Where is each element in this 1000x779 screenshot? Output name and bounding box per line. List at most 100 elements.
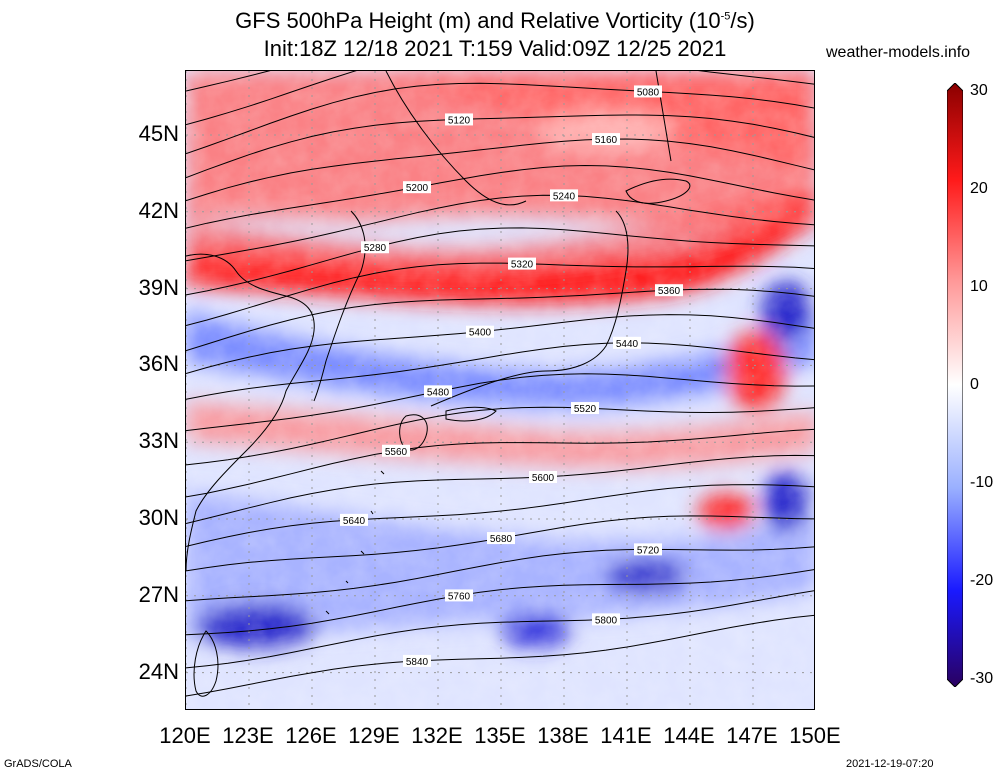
contour-label-background <box>361 241 389 254</box>
contour-label: 5320 <box>508 257 536 271</box>
colorbar-tick-label: 30 <box>970 82 988 99</box>
contour-label-text: 5360 <box>658 286 681 297</box>
latitude-tick-label: 27N <box>138 581 179 607</box>
contour-label: 5600 <box>529 470 557 484</box>
contour-label: 5640 <box>340 513 368 527</box>
chart-subtitle: Init:18Z 12/18 2021 T:159 Valid:09Z 12/2… <box>263 36 727 61</box>
height-contour-line <box>186 590 814 669</box>
contour-label-text: 5120 <box>448 115 471 126</box>
title-exponent: -5 <box>720 10 731 23</box>
contour-label-text: 5840 <box>406 657 429 668</box>
vorticity-texture <box>186 71 814 709</box>
longitude-tick-label: 150E <box>789 723 841 748</box>
height-contour-line <box>186 569 814 636</box>
contour-label-text: 5440 <box>616 339 639 350</box>
contour-label-background <box>592 133 620 146</box>
latitude-tick-label: 42N <box>138 197 179 223</box>
contour-label-background <box>592 613 620 626</box>
contour-label-text: 5080 <box>637 87 660 98</box>
colorbar-tick-label: -30 <box>970 670 994 687</box>
taiwan-coast <box>193 630 219 697</box>
longitude-tick-label: 144E <box>663 723 715 748</box>
contour-label-text: 5520 <box>574 404 597 415</box>
contour-label-text: 5280 <box>364 243 387 254</box>
latitude-tick-label: 33N <box>138 428 179 454</box>
contour-labels: 5080 5120 5160 5200 5240 5280 5320 5360 5400 5440… <box>340 85 683 668</box>
height-contour-line <box>186 114 814 179</box>
sakhalin-coast <box>655 71 672 162</box>
contour-label-background <box>382 444 410 457</box>
contour-label-text: 5560 <box>385 447 408 458</box>
contour-label-text: 5200 <box>406 183 429 194</box>
height-contour-line <box>186 406 814 466</box>
colorbar-gradient <box>947 83 963 687</box>
longitude-tick-label: 141E <box>600 723 652 748</box>
contour-label: 5160 <box>592 133 620 146</box>
korea-coast <box>313 210 366 402</box>
footer-timestamp: 2021-12-19-07:20 <box>846 758 934 770</box>
height-contour-line <box>186 227 814 296</box>
longitude-tick-label: 135E <box>474 723 526 748</box>
contour-label-background <box>634 85 662 98</box>
latitude-tick-label: 30N <box>138 505 179 530</box>
source-label: weather-models.info <box>826 44 971 61</box>
height-contour-line <box>186 546 814 602</box>
longitude-tick-label: 147E <box>726 723 778 748</box>
contour-label-background <box>508 257 536 270</box>
contour-label: 5760 <box>445 589 473 602</box>
longitude-tick-label: 129E <box>348 723 400 748</box>
contour-label-background <box>487 532 515 545</box>
height-contour-line <box>186 373 814 432</box>
height-contour-line <box>186 428 814 498</box>
contour-label-text: 5400 <box>469 328 492 339</box>
chart-title: GFS 500hPa Height (m) and Relative Vorti… <box>235 8 755 33</box>
latitude-tick-label: 36N <box>138 351 179 377</box>
contour-label: 5680 <box>487 532 515 545</box>
contour-label-background <box>466 325 494 338</box>
height-contour-line <box>186 164 814 229</box>
contour-label-text: 5480 <box>427 387 450 398</box>
contour-label-text: 5320 <box>511 260 534 271</box>
contour-label-text: 5680 <box>490 534 513 545</box>
contour-label: 5520 <box>571 402 599 415</box>
contour-label-background <box>424 385 452 398</box>
height-contour-line <box>186 71 814 126</box>
contour-label: 5480 <box>424 385 452 398</box>
height-contour-line <box>186 194 814 262</box>
height-contour-line <box>186 484 814 547</box>
contour-label-background <box>655 284 683 297</box>
height-contour-line <box>186 454 814 524</box>
contour-label-text: 5720 <box>637 545 660 556</box>
contour-label-background <box>613 336 641 349</box>
japan-shikoku <box>445 406 497 422</box>
longitude-tick-label: 123E <box>222 723 274 748</box>
longitude-tick-label: 138E <box>537 723 589 748</box>
contour-label-text: 5760 <box>448 591 471 602</box>
height-contour-line <box>186 262 814 326</box>
contour-label: 5560 <box>382 444 410 458</box>
latitude-tick-label: 39N <box>138 274 179 300</box>
contour-label: 5400 <box>466 325 494 339</box>
contour-label-background <box>529 470 557 483</box>
height-contour-line <box>186 82 814 155</box>
contour-label-text: 5800 <box>595 615 618 626</box>
height-contour-line <box>186 288 814 352</box>
latitude-tick-label: 24N <box>138 658 179 684</box>
china-coast <box>186 253 315 572</box>
height-contour-line <box>186 314 814 374</box>
longitude-tick-label: 120E <box>159 723 211 748</box>
contour-label: 5280 <box>361 241 389 254</box>
contour-label-background <box>445 113 473 126</box>
contour-label-background <box>340 513 368 526</box>
height-contour-line <box>186 614 814 697</box>
contour-label: 5360 <box>655 284 683 297</box>
longitude-tick-label: 126E <box>285 723 337 748</box>
vorticity-map: 5080 5120 5160 5200 5240 5280 5320 5360 5400 5440… <box>185 70 815 710</box>
contour-label-background <box>403 181 431 194</box>
contour-label-text: 5600 <box>532 473 555 484</box>
height-contour-line <box>186 342 814 400</box>
colorbar-tick-label: -10 <box>970 474 994 491</box>
footer-credit: GrADS/COLA <box>4 758 72 770</box>
contour-label-background <box>403 654 431 667</box>
contour-label-text: 5240 <box>553 191 576 202</box>
